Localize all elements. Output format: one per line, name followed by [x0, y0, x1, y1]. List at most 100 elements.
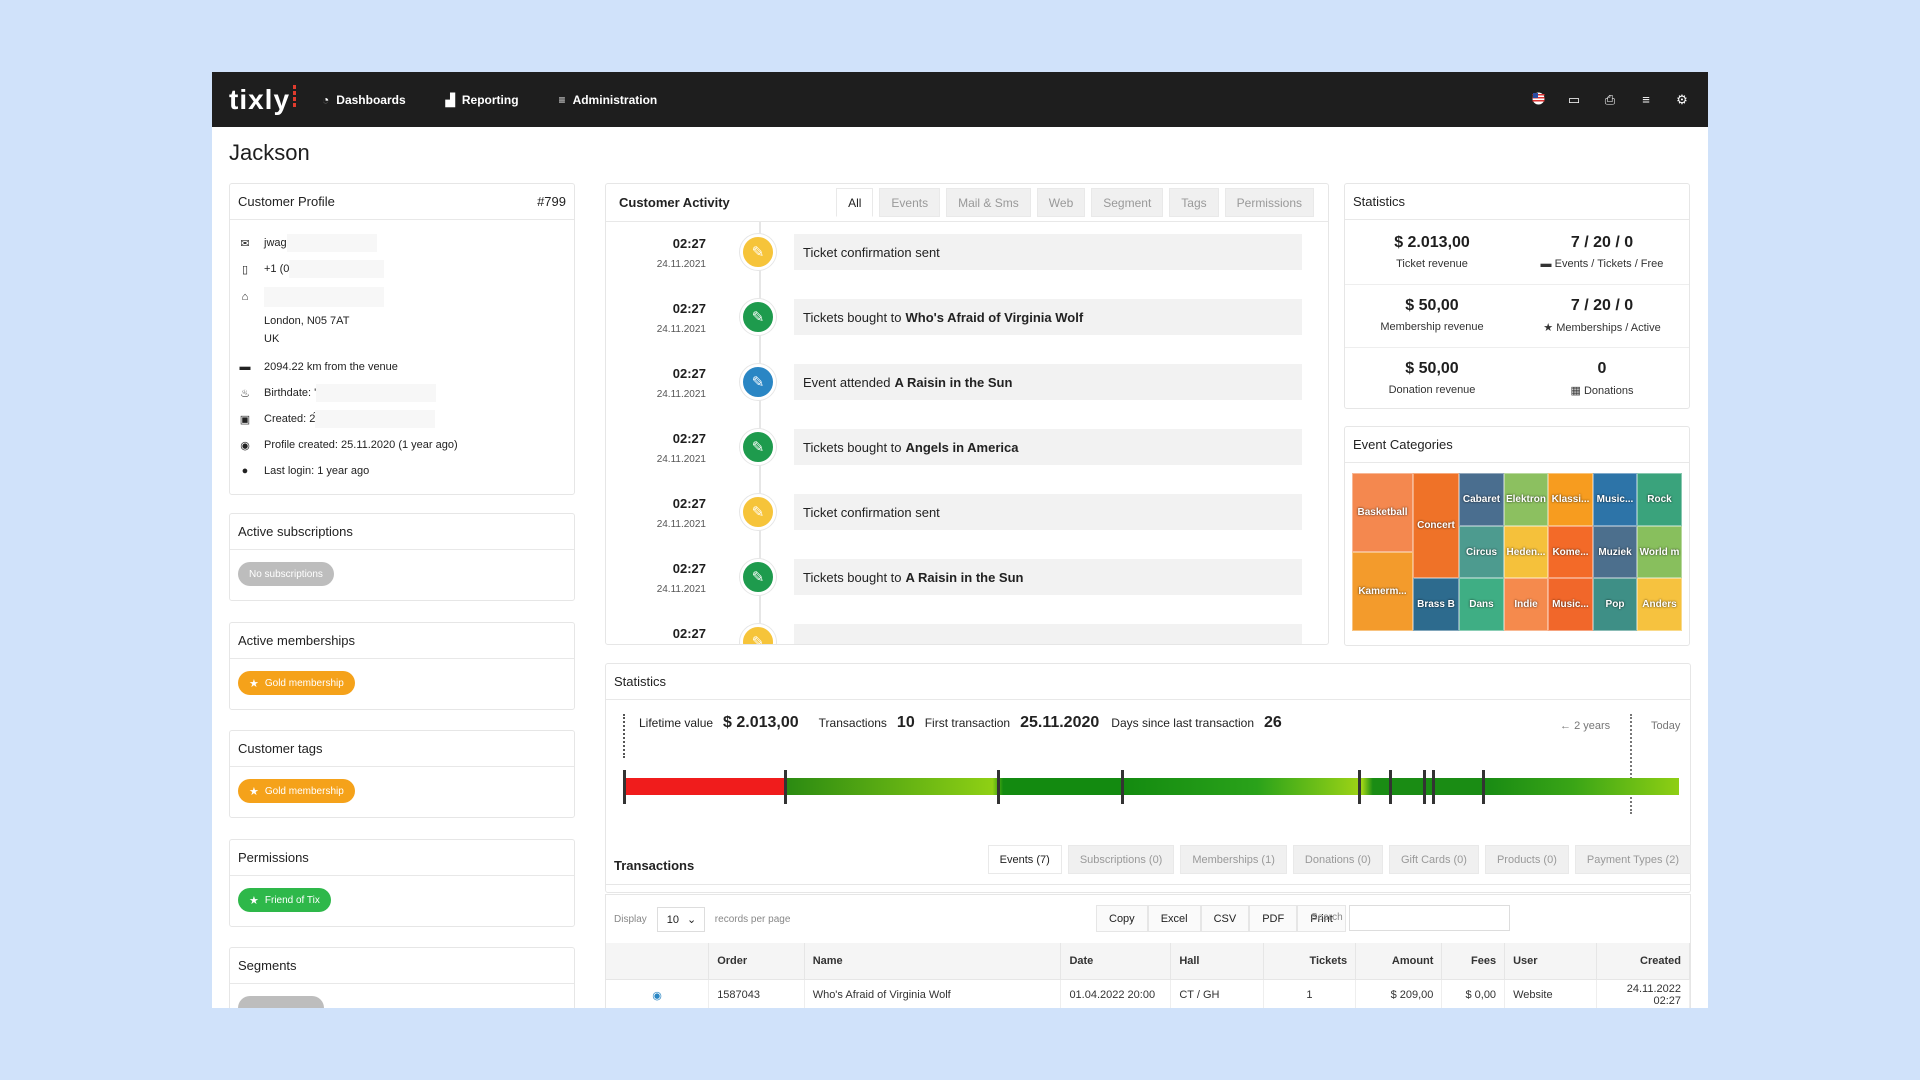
- activity-message[interactable]: Tickets bought to Angels in America: [794, 429, 1302, 465]
- export-buttons: Copy Excel CSV PDF Print: [1096, 905, 1346, 932]
- transactions-label: Transactions: [818, 716, 887, 730]
- transaction-tick[interactable]: [1358, 770, 1361, 804]
- tag-gold-membership-label: Gold membership: [264, 785, 344, 797]
- excel-button[interactable]: Excel: [1147, 905, 1201, 932]
- activity-message[interactable]: Ticket confirmation sent: [794, 234, 1302, 270]
- tab-events[interactable]: Events: [879, 188, 941, 217]
- transaction-tick[interactable]: [1482, 770, 1485, 804]
- tile-concert[interactable]: Concert: [1413, 473, 1459, 578]
- memberships-active-stat: 7 / 20 / 0 ★ Memberships / Active: [1517, 297, 1687, 334]
- tile-basketball[interactable]: Basketball: [1352, 473, 1413, 552]
- tile-elektronisch[interactable]: Elektron: [1504, 473, 1548, 526]
- records-per-page-select[interactable]: 10 ⌄: [656, 907, 705, 932]
- transaction-tick[interactable]: [784, 770, 787, 804]
- col-hall[interactable]: Hall: [1170, 943, 1264, 980]
- tile-world-music[interactable]: World m: [1637, 526, 1682, 578]
- transaction-tick[interactable]: [1121, 770, 1124, 804]
- tile-komedie[interactable]: Kome...: [1548, 526, 1593, 578]
- col-date[interactable]: Date: [1060, 943, 1172, 980]
- customer-profile-title: Customer Profile: [238, 194, 335, 209]
- ticket-revenue-stat: $ 2.013,00 Ticket revenue: [1347, 234, 1517, 270]
- tixly-logo[interactable]: tixly: [229, 84, 297, 116]
- database-icon[interactable]: ≡: [1642, 91, 1650, 107]
- user-icon: ●: [241, 465, 249, 477]
- tab-tx-donations[interactable]: Donations (0): [1292, 845, 1383, 874]
- gold-membership-pill[interactable]: ★ Gold membership: [238, 671, 355, 695]
- transaction-tick[interactable]: [623, 770, 626, 804]
- tile-indie[interactable]: Indie: [1504, 578, 1548, 631]
- tile-hedendaags[interactable]: Heden...: [1504, 526, 1548, 578]
- tile-muziek[interactable]: Muziek: [1593, 526, 1637, 578]
- us-flag-icon[interactable]: [1530, 92, 1546, 108]
- cell-order[interactable]: 1587043: [708, 979, 805, 1008]
- gear-icon[interactable]: ⚙: [1676, 91, 1688, 107]
- friend-of-tix-pill[interactable]: ★ Friend of Tix: [238, 888, 331, 912]
- print-icon[interactable]: ⎙: [1604, 91, 1616, 107]
- copy-button[interactable]: Copy: [1096, 905, 1148, 932]
- birthdate-value: Birthdate: ': [264, 387, 317, 399]
- tab-tx-events[interactable]: Events (7): [987, 845, 1062, 874]
- tile-pop[interactable]: Pop: [1593, 578, 1637, 631]
- activity-event-name[interactable]: Who's Afraid of Virginia Wolf: [905, 309, 1084, 325]
- col-tickets[interactable]: Tickets: [1263, 943, 1357, 980]
- tab-web[interactable]: Web: [1036, 188, 1086, 217]
- transactions-value: 10: [896, 714, 915, 731]
- tab-tx-products[interactable]: Products (0): [1484, 845, 1569, 874]
- col-order[interactable]: Order: [708, 943, 805, 980]
- ruler-icon: ▬: [239, 361, 251, 373]
- tile-dans[interactable]: Dans: [1459, 578, 1504, 631]
- nav-dashboards[interactable]: ◔ Dashboards: [322, 93, 406, 107]
- transaction-tick[interactable]: [997, 770, 1000, 804]
- tile-musical[interactable]: Music...: [1548, 578, 1593, 631]
- activity-message[interactable]: [794, 624, 1302, 644]
- tile-rock[interactable]: Rock: [1637, 473, 1682, 526]
- tab-all[interactable]: All: [836, 188, 874, 217]
- tile-circus[interactable]: Circus: [1459, 526, 1504, 578]
- tile-kamermuziek[interactable]: Kamerm...: [1352, 552, 1413, 631]
- transactions-table-panel: Display 10 ⌄ records per page Copy Excel…: [605, 894, 1691, 1008]
- tab-tx-payment-types[interactable]: Payment Types (2): [1574, 845, 1691, 874]
- csv-button[interactable]: CSV: [1200, 905, 1250, 932]
- tile-music[interactable]: Music...: [1593, 473, 1637, 526]
- tile-anders[interactable]: Anders: [1637, 578, 1682, 631]
- activity-text: Tickets bought to: [803, 439, 902, 455]
- segments-title: Segments: [238, 958, 297, 973]
- table-row[interactable]: ◉ 1587043 Who's Afraid of Virginia Wolf …: [606, 979, 1690, 1008]
- tab-tx-gift-cards[interactable]: Gift Cards (0): [1388, 845, 1479, 874]
- pdf-button[interactable]: PDF: [1249, 905, 1298, 932]
- transaction-tick[interactable]: [1423, 770, 1426, 804]
- search-input[interactable]: [1349, 905, 1510, 931]
- nav-reporting[interactable]: ▟ Reporting: [446, 93, 519, 107]
- tile-cabaret[interactable]: Cabaret: [1459, 473, 1504, 526]
- tag-gold-membership-pill[interactable]: ★ Gold membership: [238, 779, 355, 803]
- col-created[interactable]: Created: [1596, 943, 1690, 980]
- print-button[interactable]: Print: [1297, 905, 1346, 932]
- activity-event-name[interactable]: Angels in America: [905, 439, 1019, 455]
- transaction-tick[interactable]: [1389, 770, 1392, 804]
- nav-administration[interactable]: ≡ Administration: [559, 93, 658, 107]
- col-name[interactable]: Name: [804, 943, 1062, 980]
- phone-icon: ▯: [241, 263, 249, 276]
- tab-tx-memberships[interactable]: Memberships (1): [1180, 845, 1287, 874]
- ticket-icon[interactable]: ▭: [1567, 91, 1581, 107]
- activity-message[interactable]: Event attended A Raisin in the Sun: [794, 364, 1302, 400]
- tile-brass-band[interactable]: Brass B: [1413, 578, 1459, 631]
- col-user[interactable]: User: [1504, 943, 1598, 980]
- tile-klassiek[interactable]: Klassi...: [1548, 473, 1593, 526]
- col-fees[interactable]: Fees: [1441, 943, 1506, 980]
- email-value[interactable]: jwag: [264, 237, 287, 249]
- activity-message[interactable]: Tickets bought to Who's Afraid of Virgini…: [794, 299, 1302, 335]
- tab-tx-subscriptions[interactable]: Subscriptions (0): [1067, 845, 1175, 874]
- membership-revenue-label: Membership revenue: [1380, 321, 1484, 333]
- col-amount[interactable]: Amount: [1355, 943, 1443, 980]
- donations-value: 0: [1597, 360, 1607, 377]
- activity-message[interactable]: Ticket confirmation sent: [794, 494, 1302, 530]
- activity-event-name[interactable]: A Raisin in the Sun: [905, 569, 1024, 585]
- tab-segment[interactable]: Segment: [1091, 188, 1164, 217]
- tab-permissions[interactable]: Permissions: [1224, 188, 1314, 217]
- transaction-tick[interactable]: [1432, 770, 1435, 804]
- activity-message[interactable]: Tickets bought to A Raisin in the Sun: [794, 559, 1302, 595]
- activity-event-name[interactable]: A Raisin in the Sun: [894, 374, 1013, 390]
- tab-tags[interactable]: Tags: [1169, 188, 1219, 217]
- tab-mail-sms[interactable]: Mail & Sms: [946, 188, 1031, 217]
